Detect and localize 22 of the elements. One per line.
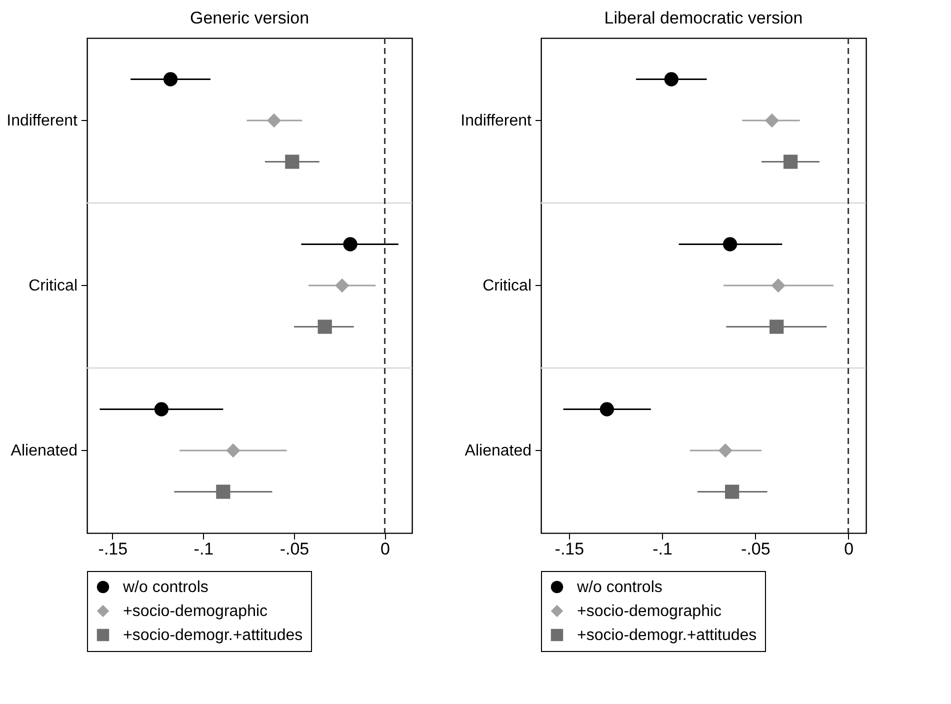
legend-label: w/o controls bbox=[576, 579, 662, 596]
chart-title: Liberal democratic version bbox=[604, 8, 803, 28]
x-tick-label: -.1 bbox=[652, 540, 672, 558]
legend-label: +socio-demogr.+attitudes bbox=[123, 627, 303, 644]
legend-label: w/o controls bbox=[122, 579, 208, 596]
legend-label: +socio-demographic bbox=[123, 603, 268, 620]
y-tick-label: Indifferent bbox=[460, 112, 532, 130]
x-tick-label: 0 bbox=[844, 540, 854, 558]
legend-label: +socio-demogr.+attitudes bbox=[577, 627, 757, 644]
y-tick-label: Alienated bbox=[464, 442, 532, 460]
y-tick-label: Alienated bbox=[10, 442, 78, 460]
y-tick-label: Critical bbox=[28, 278, 78, 294]
x-tick-label: -.1 bbox=[194, 540, 214, 558]
x-tick-label: 0 bbox=[380, 540, 390, 558]
x-tick-label: -.15 bbox=[98, 540, 128, 558]
chart-title: Generic version bbox=[190, 8, 310, 28]
x-tick-label: -.15 bbox=[554, 540, 584, 558]
legend-label: +socio-demographic bbox=[577, 603, 722, 620]
x-tick-label: -.05 bbox=[280, 540, 310, 558]
y-tick-label: Critical bbox=[482, 278, 532, 294]
y-tick-label: Indifferent bbox=[6, 112, 78, 130]
x-tick-label: -.05 bbox=[741, 540, 770, 558]
